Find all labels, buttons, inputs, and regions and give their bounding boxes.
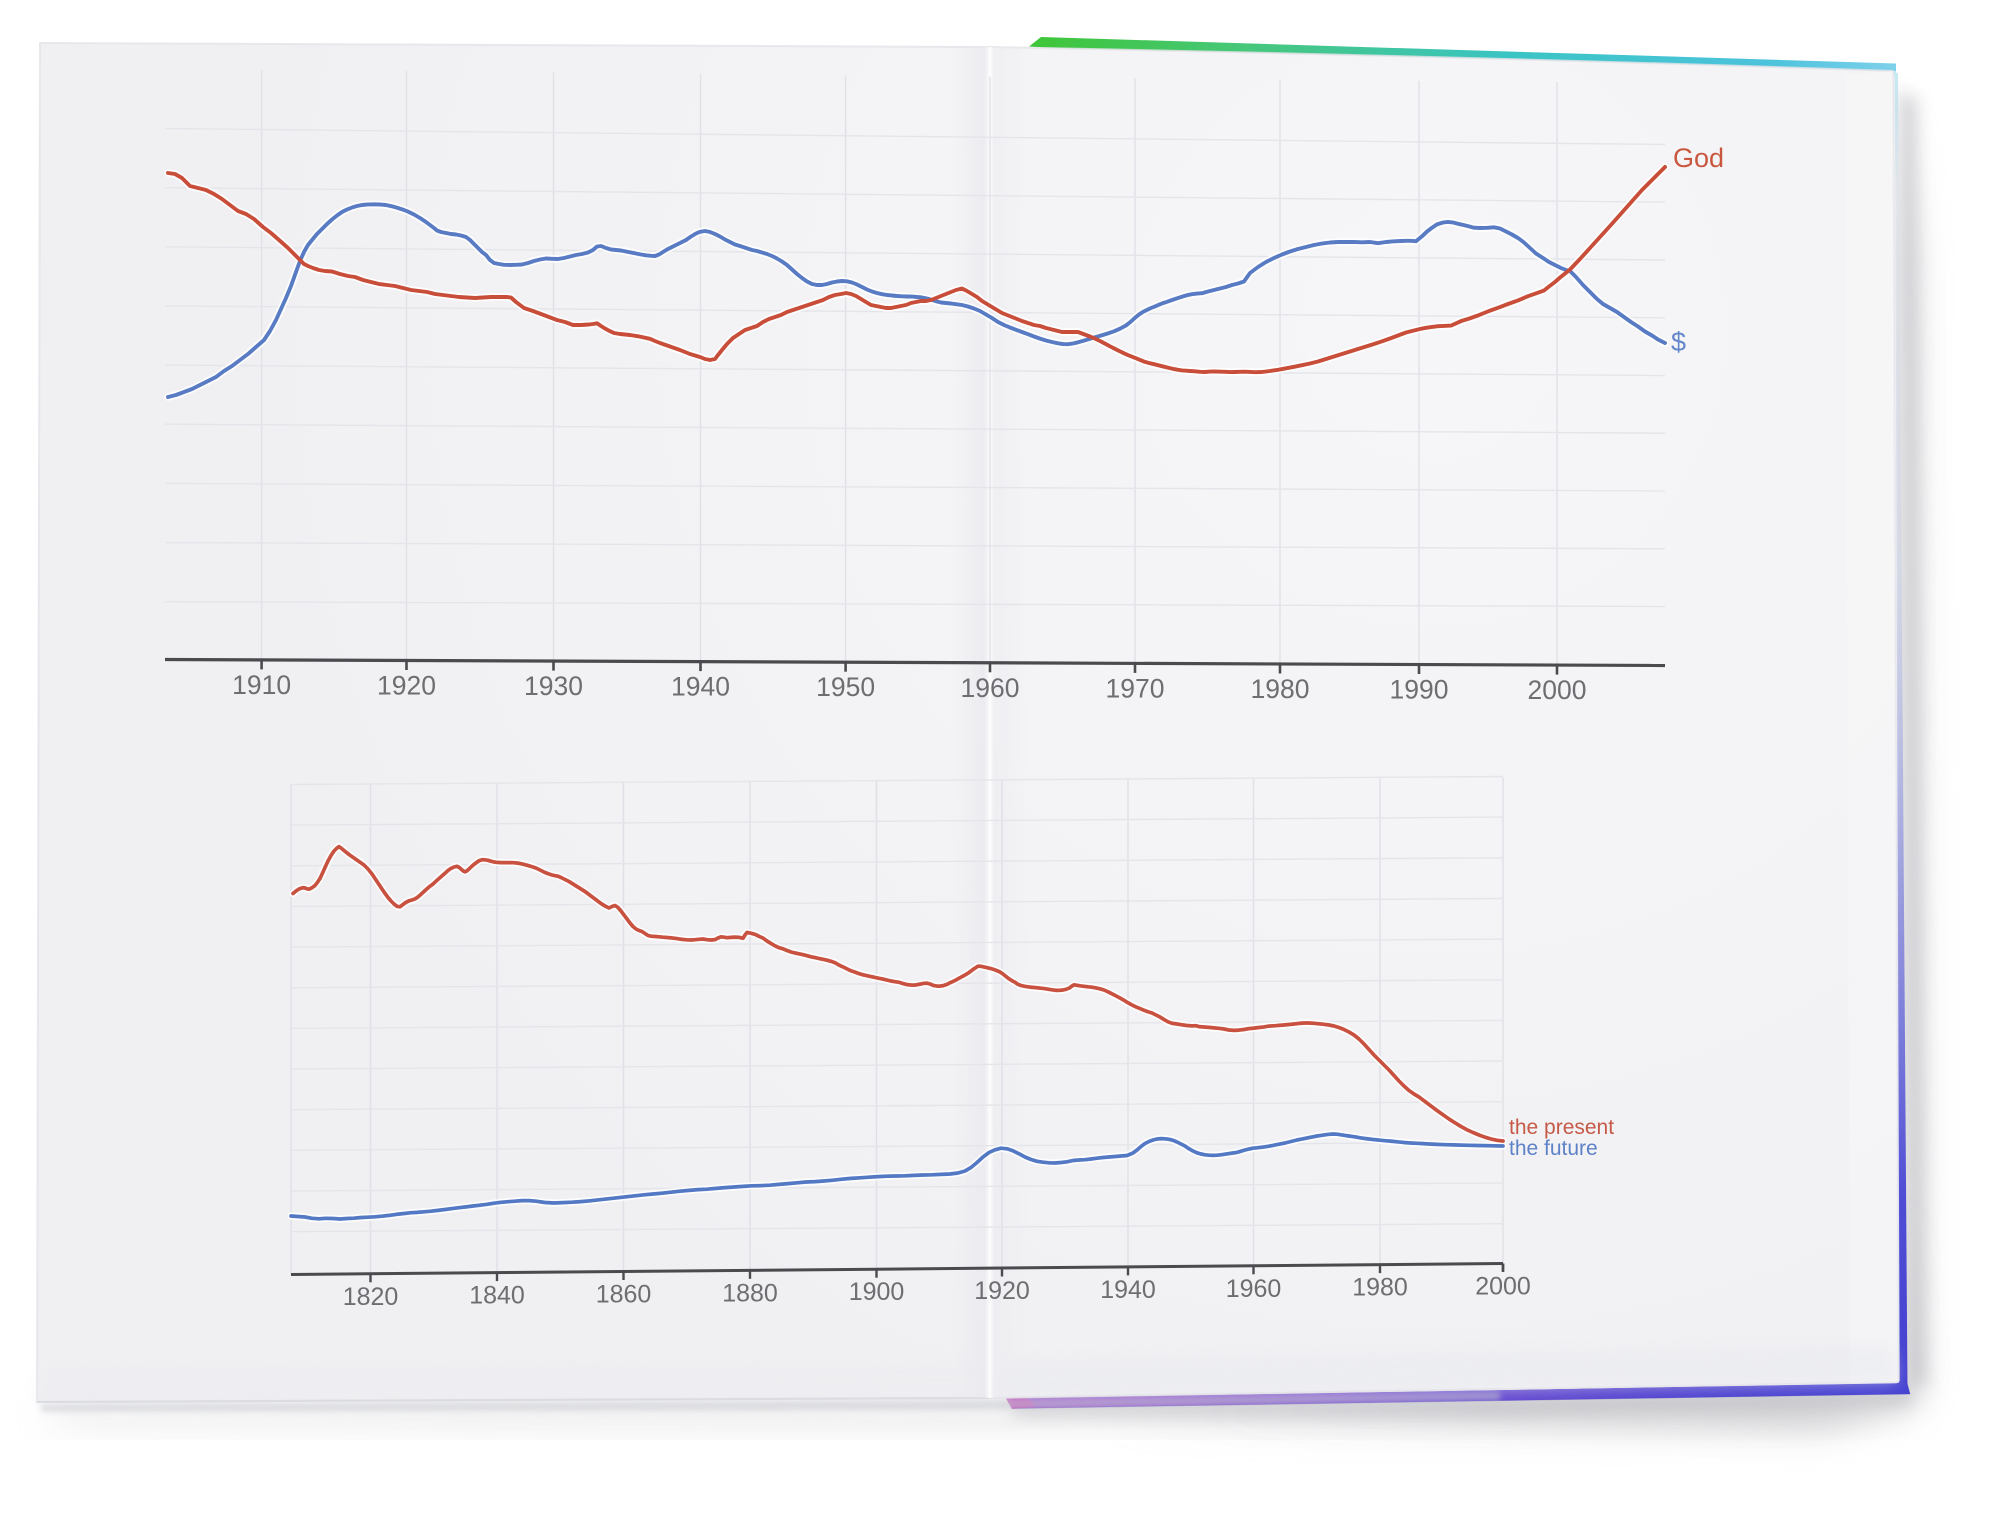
- svg-text:1970: 1970: [1106, 673, 1165, 703]
- svg-text:1840: 1840: [469, 1282, 525, 1310]
- svg-text:2000: 2000: [1475, 1273, 1531, 1301]
- svg-text:1960: 1960: [1226, 1275, 1282, 1303]
- svg-text:the future: the future: [1509, 1137, 1598, 1160]
- svg-text:1930: 1930: [524, 671, 583, 701]
- svg-text:1880: 1880: [722, 1279, 778, 1307]
- svg-text:1980: 1980: [1251, 674, 1310, 704]
- svg-text:1990: 1990: [1390, 675, 1449, 705]
- svg-text:1900: 1900: [849, 1278, 905, 1306]
- svg-text:1940: 1940: [1100, 1276, 1156, 1304]
- svg-text:2000: 2000: [1528, 675, 1587, 705]
- svg-text:1820: 1820: [343, 1283, 399, 1311]
- svg-text:1860: 1860: [596, 1281, 652, 1309]
- svg-text:1940: 1940: [671, 672, 730, 702]
- svg-text:1960: 1960: [961, 673, 1020, 703]
- svg-text:1950: 1950: [816, 672, 875, 702]
- svg-text:the present: the present: [1509, 1116, 1614, 1139]
- svg-text:God: God: [1673, 143, 1724, 173]
- svg-text:1980: 1980: [1352, 1274, 1408, 1302]
- svg-text:1920: 1920: [377, 671, 436, 701]
- svg-text:$: $: [1671, 327, 1686, 357]
- svg-text:1910: 1910: [232, 670, 291, 700]
- svg-text:1920: 1920: [974, 1277, 1030, 1305]
